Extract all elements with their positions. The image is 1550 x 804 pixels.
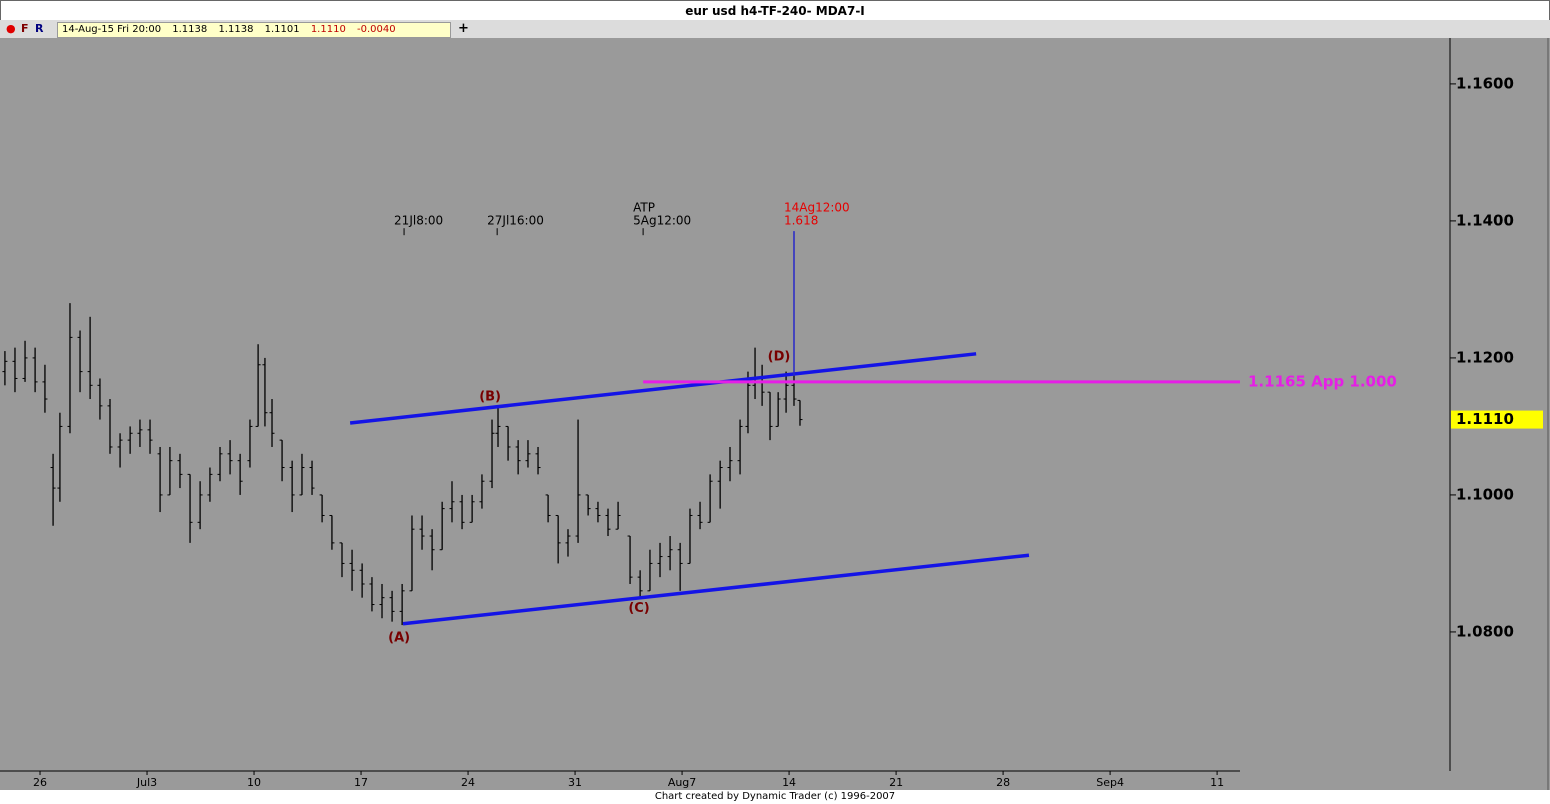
x-tick-label: 31 [568,776,582,789]
x-tick-label: Jul3 [136,776,157,789]
x-tick-label: Sep4 [1096,776,1124,789]
trendline [402,553,1030,626]
wave-label: (C) [628,601,649,616]
x-tick-label: 10 [247,776,261,789]
bar-date: 14-Aug-15 Fri 20:00 [62,24,162,35]
x-tick-label: 14 [782,776,796,789]
chart-title: eur usd h4-TF-240- MDA7-I [0,0,1550,20]
x-tick-label: 28 [996,776,1010,789]
y-tick-label: 1.1000 [1456,485,1514,503]
f-button[interactable]: F [21,22,29,35]
trendline [349,352,977,425]
plot-background [0,38,1550,790]
time-marker-label: 5Ag12:00 [633,214,691,228]
last-price-label: 1.1110 [1456,410,1514,428]
x-tick-label: 24 [461,776,475,789]
time-marker-label: 21Jl8:00 [394,214,443,228]
y-tick-label: 1.1600 [1456,74,1514,92]
time-marker-label: 27Jl16:00 [487,214,544,228]
y-tick-label: 1.1400 [1456,211,1514,229]
wave-label: (B) [479,389,501,404]
bar-change: -0.0040 [357,24,396,35]
bar-low: 1.1101 [264,24,300,35]
bar-high: 1.1138 [218,24,254,35]
r-button[interactable]: R [35,22,44,35]
last-price-badge [1451,410,1543,429]
wave-label: (A) [388,631,410,646]
bar-open: 1.1138 [172,24,208,35]
toolbar: ● F R 14-Aug-15 Fri 20:00 1.1138 1.1138 … [0,20,1550,38]
y-tick-label: 1.0800 [1456,622,1514,640]
x-tick-label: 26 [33,776,47,789]
level-label: 1.1165 App 1.000 [1248,372,1397,390]
wave-label: (D) [768,350,791,365]
x-tick-label: Aug7 [668,776,696,789]
projection-label: 1.618 [784,214,818,228]
info-box: 14-Aug-15 Fri 20:00 1.1138 1.1138 1.1101… [57,22,451,38]
y-tick-label: 1.1200 [1456,348,1514,366]
x-tick-label: 17 [354,776,368,789]
x-tick-label: 21 [889,776,903,789]
footer: Chart created by Dynamic Trader (c) 1996… [0,790,1550,804]
x-tick-label: 11 [1210,776,1224,789]
time-marker-label: ATP [633,201,655,215]
record-icon[interactable]: ● [6,22,16,35]
bar-close: 1.1110 [310,24,346,35]
projection-label: 14Ag12:00 [784,201,850,215]
add-button[interactable]: + [458,21,469,36]
chart: 1.1600 1.1400 1.1200 1.1000 1.0800 26 Jul3 10 17… [0,38,1550,790]
